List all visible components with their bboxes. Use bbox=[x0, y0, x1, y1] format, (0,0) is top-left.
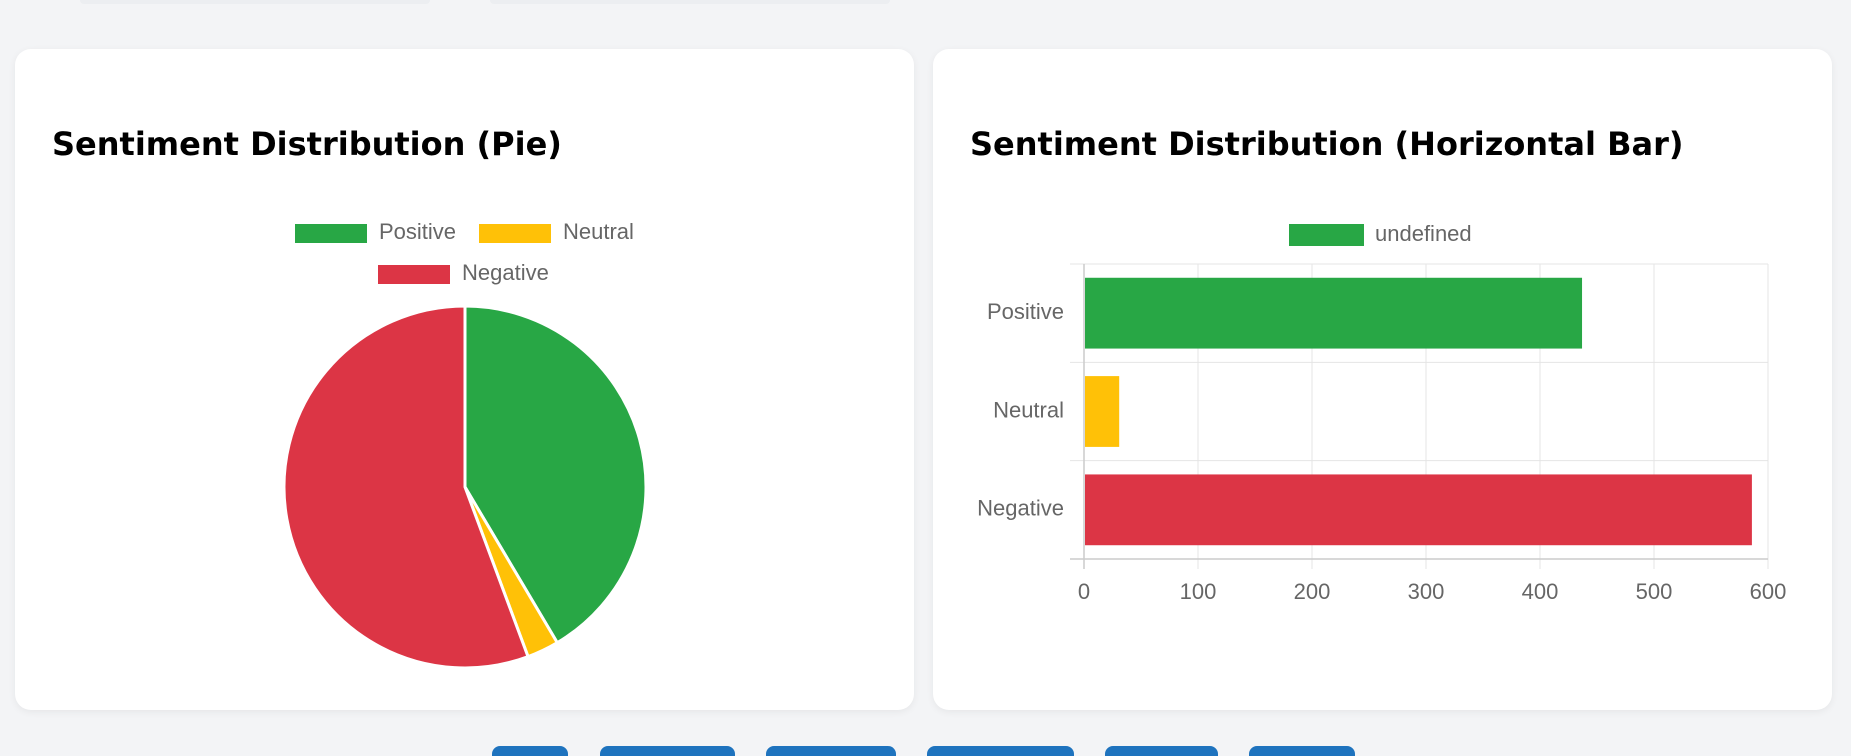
bottom-button-2[interactable] bbox=[600, 746, 735, 756]
legend-swatch-series bbox=[1289, 224, 1364, 246]
x-tick-label-300: 300 bbox=[1408, 579, 1445, 604]
legend-swatch-positive bbox=[295, 224, 367, 243]
pie-slice-positive bbox=[463, 304, 648, 645]
pie-chart: Positive Neutral Negative bbox=[282, 219, 648, 670]
bar-positive bbox=[1085, 277, 1583, 349]
previous-panel-edge-2 bbox=[490, 0, 890, 4]
previous-panel-edge-1 bbox=[80, 0, 430, 4]
bar-chart-title: Sentiment Distribution (Horizontal Bar) bbox=[970, 125, 1684, 163]
bar-chart-card: Sentiment Distribution (Horizontal Bar) … bbox=[933, 49, 1832, 710]
y-tick-label-negative: Negative bbox=[977, 496, 1064, 521]
bottom-button-1[interactable] bbox=[492, 746, 568, 756]
bar-chart: undefined 0 100 200 300 400 500 600 Positive Neut… bbox=[977, 221, 1787, 604]
bottom-button-4[interactable] bbox=[927, 746, 1074, 756]
bottom-button-6[interactable] bbox=[1249, 746, 1355, 756]
x-tick-label-400: 400 bbox=[1522, 579, 1559, 604]
y-tick-label-positive: Positive bbox=[987, 299, 1064, 324]
bottom-button-3[interactable] bbox=[766, 746, 896, 756]
x-tick-label-200: 200 bbox=[1294, 579, 1331, 604]
x-tick-label-600: 600 bbox=[1750, 579, 1787, 604]
x-tick-label-100: 100 bbox=[1180, 579, 1217, 604]
pie-chart-title: Sentiment Distribution (Pie) bbox=[52, 125, 562, 163]
legend-swatch-neutral bbox=[479, 224, 551, 243]
pie-chart-card: Sentiment Distribution (Pie) Positive Neu… bbox=[15, 49, 914, 710]
pie-slice-negative bbox=[282, 304, 530, 670]
bottom-button-5[interactable] bbox=[1105, 746, 1218, 756]
x-tick-label-500: 500 bbox=[1636, 579, 1673, 604]
y-tick-label-neutral: Neutral bbox=[993, 397, 1064, 422]
legend-label-neutral: Neutral bbox=[563, 219, 634, 244]
bar-negative bbox=[1085, 474, 1752, 546]
legend-label-negative: Negative bbox=[462, 260, 549, 285]
legend-label-positive: Positive bbox=[379, 219, 456, 244]
bar-neutral bbox=[1085, 376, 1120, 447]
legend-label-series: undefined bbox=[1375, 221, 1472, 246]
legend-swatch-negative bbox=[378, 265, 450, 284]
x-tick-label-0: 0 bbox=[1078, 579, 1090, 604]
